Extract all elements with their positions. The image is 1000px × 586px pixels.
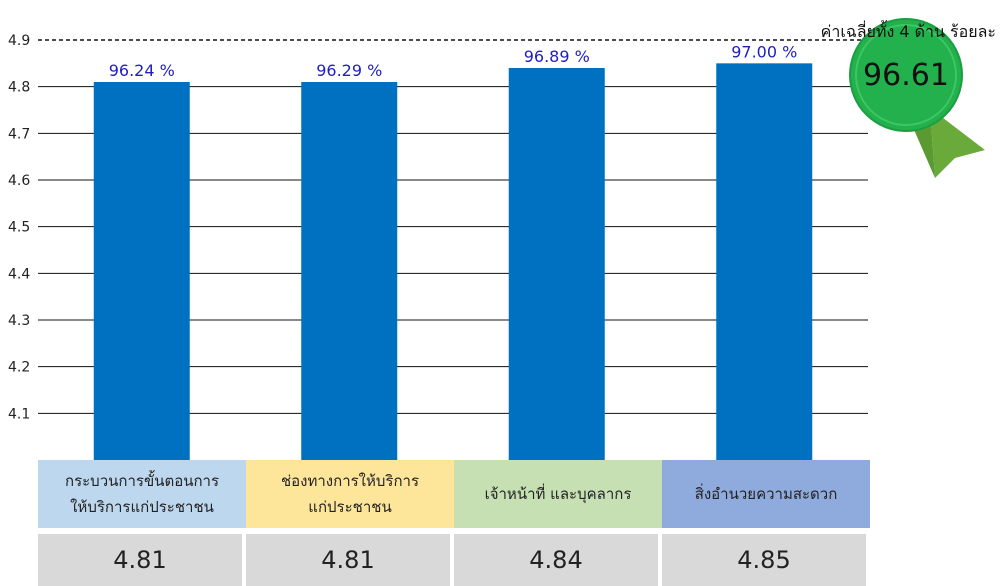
y-axis-ticks: 4.1 4.2 4.3 4.4 4.5 4.6 4.7 4.8 4.9 [8, 33, 30, 422]
average-badge: 96.61 [849, 18, 985, 178]
category-value: 4.81 [246, 534, 450, 586]
y-tick-label: 4.9 [8, 33, 30, 49]
average-value: 96.61 [863, 58, 949, 93]
y-tick-label: 4.6 [8, 173, 30, 189]
badge-circle [849, 18, 963, 132]
category-label-line: ช่องทางการให้บริการ [280, 472, 420, 490]
category-label-line: กระบวนการขั้นตอนการ [64, 472, 220, 490]
category-label-line: ให้บริการแก่ประชาชน [70, 498, 214, 516]
bar [301, 82, 398, 460]
y-tick-label: 4.8 [8, 80, 30, 96]
bars [93, 63, 813, 460]
percent-label: 96.29 % [316, 61, 382, 80]
percent-label: 97.00 % [731, 42, 797, 61]
y-tick-label: 4.2 [8, 360, 30, 376]
category-label-line: แก่ประชาชน [308, 498, 392, 516]
y-tick-label: 4.3 [8, 313, 30, 329]
percent-label: 96.24 % [109, 61, 175, 80]
bar [508, 68, 605, 460]
category-label: ช่องทางการให้บริการแก่ประชาชน [246, 460, 454, 528]
percent-labels: 96.24 % 96.29 % 96.89 % 97.00 % [109, 42, 798, 80]
category-label: เจ้าหน้าที่ และบุคลากร [454, 460, 662, 528]
category-label: กระบวนการขั้นตอนการให้บริการแก่ประชาชน [38, 460, 246, 528]
bar [93, 82, 190, 460]
category-label: สิ่งอำนวยความสะดวก [662, 460, 870, 528]
bar [716, 63, 813, 460]
percent-label: 96.89 % [524, 47, 590, 66]
y-tick-label: 4.5 [8, 220, 30, 236]
category-value: 4.84 [454, 534, 658, 586]
category-value: 4.85 [662, 534, 866, 586]
badge-highlight [855, 24, 957, 126]
y-tick-label: 4.1 [8, 406, 30, 422]
category-value: 4.81 [38, 534, 242, 586]
badge-ribbon-right [930, 108, 985, 178]
average-title: ค่าเฉลี่ยทั้ง 4 ด้าน ร้อยละ [820, 22, 996, 41]
category-label-line: เจ้าหน้าที่ และบุคลากร [484, 485, 632, 503]
category-label-line: สิ่งอำนวยความสะดวก [694, 485, 838, 503]
y-tick-label: 4.4 [8, 266, 30, 282]
y-tick-label: 4.7 [8, 126, 30, 142]
